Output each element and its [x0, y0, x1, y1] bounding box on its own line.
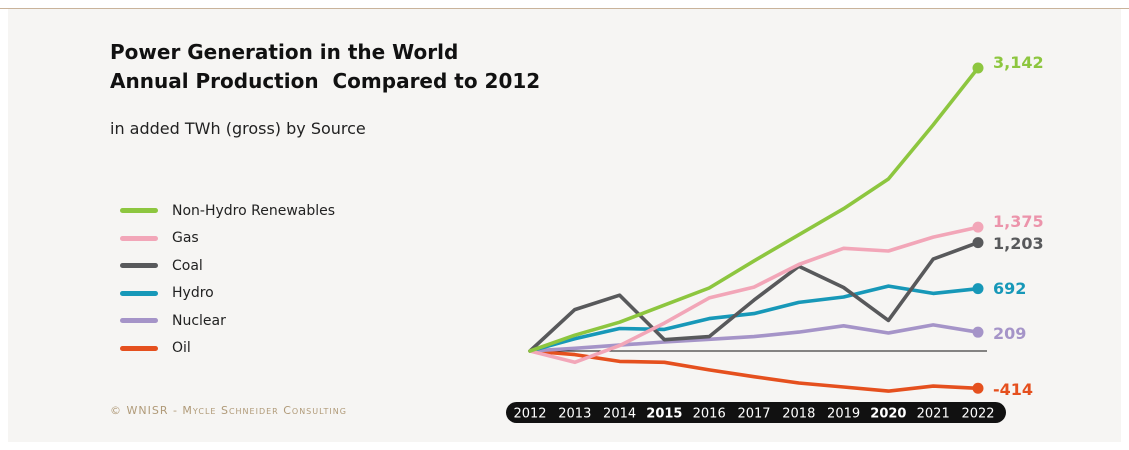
- legend-swatch: [120, 345, 158, 351]
- series-line: [528, 284, 980, 353]
- x-tick-label: 2012: [513, 407, 546, 422]
- chart-subtitle: in added TWh (gross) by Source: [110, 119, 366, 138]
- legend-label: Non-Hydro Renewables: [172, 202, 336, 219]
- legend-label: Oil: [172, 340, 191, 357]
- series-line: [528, 240, 980, 353]
- x-tick-label: 2018: [782, 407, 815, 422]
- series-line: [528, 349, 980, 393]
- series-end-marker: [972, 382, 984, 394]
- legend-item: Oil: [120, 335, 335, 363]
- x-tick-label: 2022: [961, 407, 994, 422]
- end-value-label: 1,203: [993, 234, 1044, 253]
- legend-swatch: [120, 318, 158, 324]
- legend: Non-Hydro Renewables Gas Coal Hydro Nuclear O…: [120, 197, 335, 362]
- x-tick-label: 2021: [917, 407, 950, 422]
- legend-item: Nuclear: [120, 307, 335, 335]
- legend-item: Non-Hydro Renewables: [120, 197, 335, 225]
- end-value-label: 1,375: [993, 212, 1044, 231]
- end-value-label: -414: [993, 380, 1033, 399]
- series-end-marker: [972, 283, 984, 295]
- series-end-marker: [972, 62, 984, 74]
- chart-title: Power Generation in the World Annual Prod…: [110, 38, 540, 96]
- x-tick-label: 2013: [558, 407, 591, 422]
- legend-item: Hydro: [120, 280, 335, 308]
- x-tick-label: 2017: [737, 407, 770, 422]
- copyright-text: © WNISR - Mycle Schneider Consulting: [110, 404, 347, 417]
- series-line: [528, 225, 980, 365]
- legend-swatch: [120, 290, 158, 296]
- series-end-marker: [972, 221, 984, 233]
- legend-label: Nuclear: [172, 312, 226, 329]
- x-axis-band: [506, 402, 1006, 423]
- top-rule: [0, 8, 1129, 9]
- title-line-2: Annual Production Compared to 2012: [110, 69, 541, 93]
- legend-label: Gas: [172, 230, 199, 247]
- x-tick-label: 2016: [693, 407, 726, 422]
- legend-swatch: [120, 263, 158, 269]
- end-value-label: 3,142: [993, 53, 1044, 72]
- chart-panel: [8, 9, 1121, 442]
- series-line: [528, 66, 980, 353]
- legend-item: Gas: [120, 225, 335, 253]
- x-tick-label: 2019: [827, 407, 860, 422]
- legend-swatch: [120, 235, 158, 241]
- series-end-marker: [972, 237, 984, 249]
- x-tick-label: 2014: [603, 407, 636, 422]
- x-tick-label: 2020: [870, 407, 906, 422]
- series-line: [528, 323, 980, 353]
- series-end-marker: [972, 326, 984, 338]
- legend-label: Hydro: [172, 285, 214, 302]
- legend-label: Coal: [172, 257, 203, 274]
- end-value-label: 692: [993, 279, 1026, 298]
- legend-item: Coal: [120, 252, 335, 280]
- x-tick-label: 2015: [646, 407, 682, 422]
- end-value-label: 209: [993, 324, 1026, 343]
- legend-swatch: [120, 208, 158, 214]
- copyright-notice: © WNISR - Mycle Schneider Consulting: [110, 404, 347, 417]
- title-line-1: Power Generation in the World: [110, 40, 459, 64]
